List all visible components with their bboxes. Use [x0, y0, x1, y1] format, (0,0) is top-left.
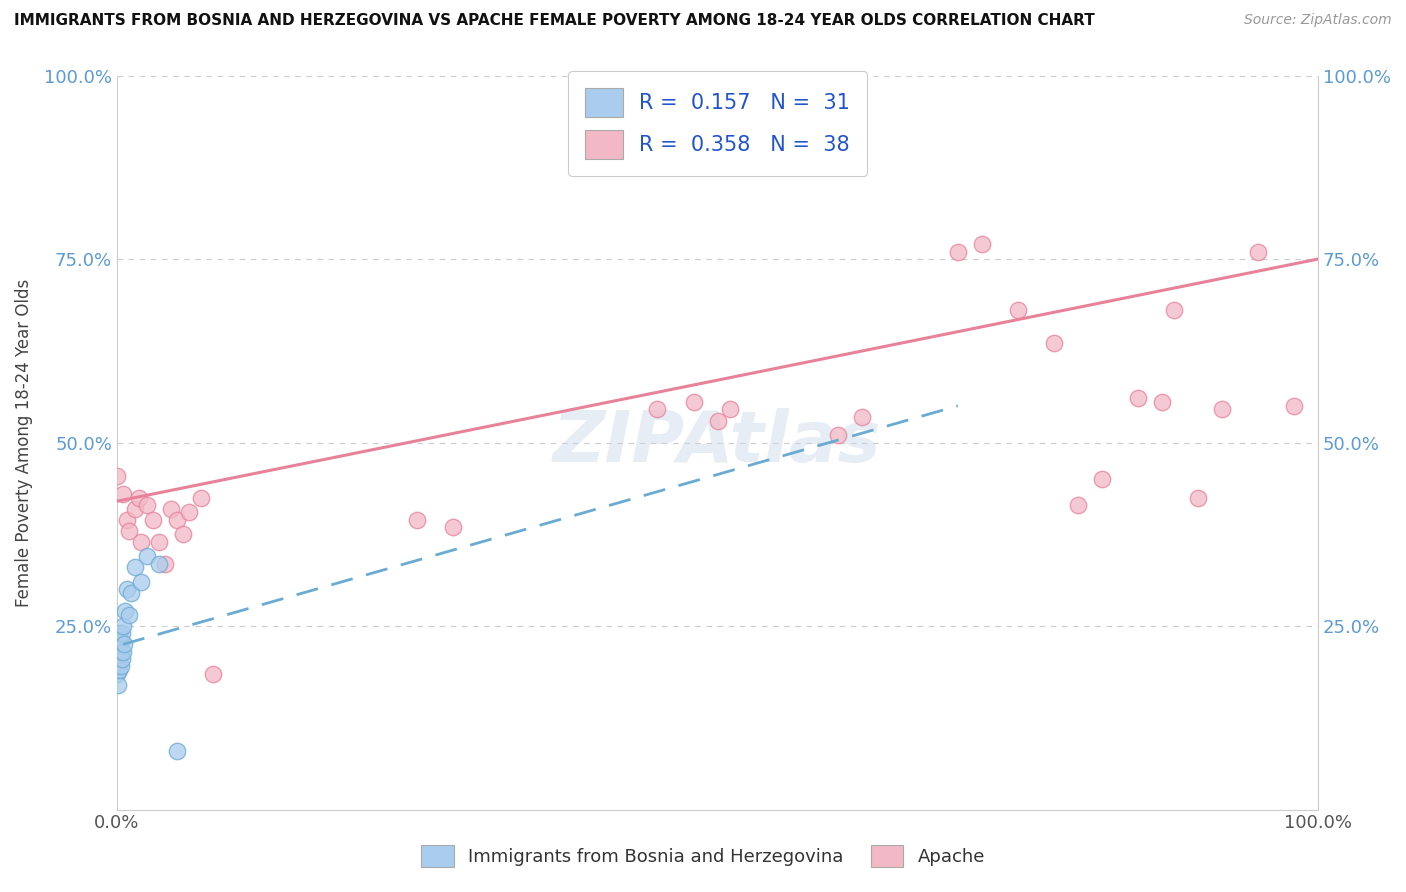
- Point: [1211, 402, 1233, 417]
- Point: [111, 626, 134, 640]
- Point: [1043, 336, 1066, 351]
- Point: [108, 663, 131, 677]
- Point: [682, 395, 704, 409]
- Point: [153, 557, 176, 571]
- Legend: R =  0.157   N =  31, R =  0.358   N =  38: R = 0.157 N = 31, R = 0.358 N = 38: [568, 71, 866, 176]
- Point: [172, 527, 194, 541]
- Point: [108, 626, 131, 640]
- Point: [115, 513, 138, 527]
- Point: [718, 402, 741, 417]
- Point: [1282, 399, 1305, 413]
- Point: [946, 244, 969, 259]
- Point: [827, 428, 849, 442]
- Point: [1067, 498, 1090, 512]
- Point: [107, 678, 129, 692]
- Point: [148, 534, 170, 549]
- Point: [124, 560, 146, 574]
- Point: [136, 498, 159, 512]
- Point: [111, 645, 134, 659]
- Point: [105, 641, 128, 656]
- Point: [111, 487, 134, 501]
- Point: [110, 659, 132, 673]
- Point: [105, 648, 128, 663]
- Point: [114, 604, 136, 618]
- Point: [110, 645, 132, 659]
- Point: [1126, 392, 1149, 406]
- Point: [111, 619, 134, 633]
- Point: [190, 491, 212, 505]
- Point: [851, 409, 873, 424]
- Point: [160, 501, 183, 516]
- Point: [142, 513, 165, 527]
- Point: [441, 520, 464, 534]
- Point: [120, 586, 142, 600]
- Point: [105, 666, 128, 681]
- Point: [108, 637, 131, 651]
- Point: [1247, 244, 1270, 259]
- Point: [124, 501, 146, 516]
- Legend: Immigrants from Bosnia and Herzegovina, Apache: Immigrants from Bosnia and Herzegovina, …: [413, 838, 993, 874]
- Point: [112, 637, 135, 651]
- Y-axis label: Female Poverty Among 18-24 Year Olds: Female Poverty Among 18-24 Year Olds: [15, 278, 32, 607]
- Point: [105, 637, 128, 651]
- Point: [110, 633, 132, 648]
- Text: ZIPAtlas: ZIPAtlas: [554, 408, 882, 477]
- Point: [111, 652, 134, 666]
- Point: [107, 645, 129, 659]
- Point: [166, 744, 188, 758]
- Point: [970, 237, 993, 252]
- Point: [706, 413, 728, 427]
- Point: [129, 574, 152, 589]
- Point: [108, 648, 131, 663]
- Point: [107, 630, 129, 644]
- Point: [105, 645, 128, 659]
- Point: [136, 549, 159, 564]
- Point: [202, 666, 225, 681]
- Point: [115, 582, 138, 597]
- Point: [1007, 303, 1029, 318]
- Point: [1091, 472, 1114, 486]
- Point: [107, 656, 129, 670]
- Point: [129, 534, 152, 549]
- Point: [1150, 395, 1173, 409]
- Point: [118, 524, 141, 538]
- Point: [1163, 303, 1185, 318]
- Point: [1187, 491, 1209, 505]
- Point: [148, 557, 170, 571]
- Point: [647, 402, 669, 417]
- Point: [105, 468, 128, 483]
- Point: [166, 513, 188, 527]
- Point: [406, 513, 429, 527]
- Text: Source: ZipAtlas.com: Source: ZipAtlas.com: [1244, 13, 1392, 28]
- Text: IMMIGRANTS FROM BOSNIA AND HERZEGOVINA VS APACHE FEMALE POVERTY AMONG 18-24 YEAR: IMMIGRANTS FROM BOSNIA AND HERZEGOVINA V…: [14, 13, 1095, 29]
- Point: [177, 505, 200, 519]
- Point: [105, 659, 128, 673]
- Point: [118, 607, 141, 622]
- Point: [128, 491, 150, 505]
